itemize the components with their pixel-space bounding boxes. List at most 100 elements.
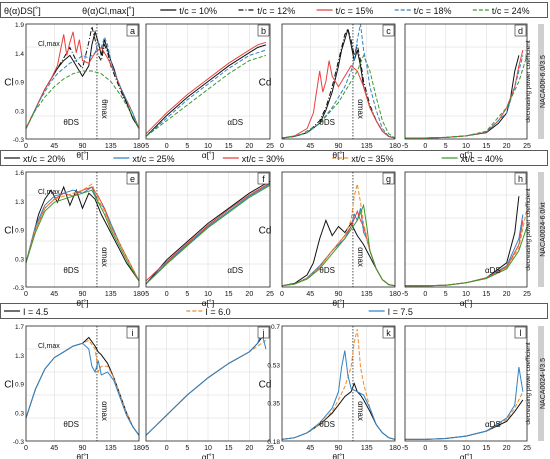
x-tick-label: -5 <box>402 143 408 150</box>
panel-b: -5 0 5 10 15 20 25 b α[˚] αDS <box>143 23 274 160</box>
power-bar <box>538 24 544 139</box>
airfoil-label: NACA0024-6.0/xt <box>540 202 547 257</box>
x-tick-label: 45 <box>306 143 314 150</box>
legend: θ(α)DS[˚] θ(α)Cl,max[˚] t/c = 10% t/c = 12%… <box>0 2 548 18</box>
legend-label: xt/c = 30% <box>242 154 284 164</box>
legend-box <box>0 2 548 18</box>
legend-label: t/c = 10% <box>179 6 217 16</box>
x-tick-label: 180 <box>389 445 401 452</box>
airfoil-label: NACA00t-6.0/3.5 <box>540 55 547 108</box>
series-line <box>145 182 271 282</box>
series-line <box>25 31 140 129</box>
x-tick-label: 15 <box>225 143 233 150</box>
series-line <box>281 203 396 287</box>
x-tick-label: 0 <box>280 143 284 150</box>
y-tick-label: 0.9 <box>15 382 24 389</box>
series-line <box>281 60 396 139</box>
legend-label: θ(α)DS[˚] <box>4 6 41 16</box>
ds-label: θDS <box>63 266 79 275</box>
panel-letter-box <box>126 326 139 339</box>
panel-c: 0 45 90 135 180 c θ[˚] Cd θDS αmax <box>259 23 401 160</box>
x-tick-label: 5 <box>185 291 189 298</box>
x-tick-label: 180 <box>133 291 145 298</box>
x-tick-label: 180 <box>133 445 145 452</box>
power-bar <box>538 172 544 287</box>
series-line <box>25 35 140 129</box>
y-axis-label: Cd <box>259 226 272 237</box>
max-label: αmax <box>356 247 365 267</box>
plot-frame <box>145 325 271 442</box>
x-tick-label: 20 <box>245 143 253 150</box>
x-tick-label: 25 <box>523 445 531 452</box>
series-line <box>405 55 524 139</box>
x-tick-label: -5 <box>402 291 408 298</box>
series-line <box>145 44 267 137</box>
legend-label: I = 4.5 <box>23 307 48 317</box>
panel-g: 0 45 90 135 180 g θ[˚] Cd θDS αmax <box>259 171 401 308</box>
side-labels: decreasing power coefficient NACA0024-I/3… <box>525 326 547 441</box>
x-axis-label: θ[˚] <box>76 298 88 308</box>
plot-frame <box>404 325 528 442</box>
legend: I = 4.5 I = 6.0 I = 7.5 <box>0 303 548 319</box>
plot-frame <box>25 23 140 140</box>
series-line <box>25 183 140 282</box>
power-label: decreasing power coefficient <box>525 188 532 270</box>
legend-label: t/c = 15% <box>336 6 374 16</box>
clmax-label: Cl,max <box>38 343 60 350</box>
x-tick-label: 10 <box>462 445 470 452</box>
x-tick-label: 10 <box>204 143 212 150</box>
y-axis-label: Cd <box>259 78 272 89</box>
clmax-label: Cl,max <box>38 41 60 48</box>
panel-letter: a <box>130 26 135 36</box>
x-tick-label: 0 <box>280 445 284 452</box>
x-tick-label: 15 <box>482 291 490 298</box>
x-tick-label: 135 <box>105 291 117 298</box>
panel-letter: c <box>386 26 391 36</box>
y-tick-label: 1.9 <box>15 22 24 29</box>
series-line <box>145 54 267 137</box>
x-tick-label: 10 <box>462 291 470 298</box>
x-tick-label: 0 <box>24 291 28 298</box>
legend-box <box>0 150 548 166</box>
panel-letter-box <box>382 24 395 37</box>
x-tick-label: 45 <box>306 291 314 298</box>
x-tick-label: 45 <box>306 445 314 452</box>
x-tick-label: 135 <box>361 291 373 298</box>
x-tick-label: 10 <box>204 445 212 452</box>
panel-k: 0 45 90 135 180 0.18 0.35 0.53 0.7 k θ[˚] Cd θDS αmax <box>259 324 401 459</box>
x-tick-label: 90 <box>335 291 343 298</box>
series-line <box>281 54 396 139</box>
x-tick-label: 45 <box>50 143 58 150</box>
y-tick-label: 0.9 <box>15 228 24 235</box>
power-bar <box>538 326 544 441</box>
panel-letter: f <box>262 174 265 184</box>
legend-label: xt/c = 35% <box>351 154 393 164</box>
max-label: αmax <box>100 247 109 267</box>
x-tick-label: 25 <box>266 143 274 150</box>
side-labels: decreasing power coefficient NACA0024-6.0… <box>525 172 547 287</box>
y-tick-label: 0.7 <box>271 324 280 331</box>
x-axis-label: θ[˚] <box>76 452 88 459</box>
x-tick-label: 5 <box>444 445 448 452</box>
series-line <box>281 27 396 139</box>
y-axis-label: Cl <box>4 226 13 237</box>
y-tick-label: 0.3 <box>15 256 24 263</box>
panel-letter: b <box>261 26 266 36</box>
series-line <box>25 342 140 436</box>
x-tick-label: 20 <box>503 445 511 452</box>
y-tick-label: 0.18 <box>267 439 280 446</box>
series-line <box>145 180 271 285</box>
max-label: αmax <box>356 99 365 119</box>
panel-letter-box <box>382 172 395 185</box>
x-axis-label: θ[˚] <box>332 298 344 308</box>
panel-letter: h <box>518 174 523 184</box>
plot-frame <box>281 171 396 288</box>
series-line <box>145 49 267 137</box>
panel-letter-box <box>257 24 270 37</box>
x-tick-label: 10 <box>462 143 470 150</box>
plot-frame <box>25 171 140 288</box>
x-tick-label: 180 <box>389 291 401 298</box>
series-line <box>145 184 271 285</box>
panel-letter-box <box>257 172 270 185</box>
